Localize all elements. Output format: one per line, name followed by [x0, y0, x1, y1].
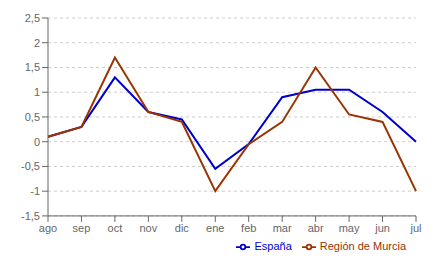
svg-text:mar: mar [273, 222, 292, 234]
svg-text:2,5: 2,5 [25, 12, 40, 24]
svg-text:may: may [339, 222, 360, 234]
svg-text:ago: ago [39, 222, 57, 234]
html-text:España: España [254, 239, 292, 252]
svg-text:jun: jun [374, 222, 390, 234]
svg-text:oct: oct [108, 222, 123, 234]
svg-text:abr: abr [308, 222, 324, 234]
svg-text:jul: jul [409, 222, 421, 234]
svg-text:1,5: 1,5 [25, 61, 40, 73]
html-text:Región de Murcia: Región de Murcia [319, 239, 406, 252]
svg-text:dic: dic [175, 222, 190, 234]
svg-text:-1: -1 [30, 185, 40, 197]
svg-text:sep: sep [73, 222, 91, 234]
svg-text:2: 2 [34, 37, 40, 49]
svg-text:nov: nov [139, 222, 157, 234]
svg-text:feb: feb [241, 222, 256, 234]
svg-text:ene: ene [206, 222, 224, 234]
svg-text:-0,5: -0,5 [21, 160, 40, 172]
svg-text:0,5: 0,5 [25, 111, 40, 123]
svg-text:0: 0 [34, 136, 40, 148]
svg-text:1: 1 [34, 86, 40, 98]
svg-text:-1,5: -1,5 [21, 210, 40, 222]
